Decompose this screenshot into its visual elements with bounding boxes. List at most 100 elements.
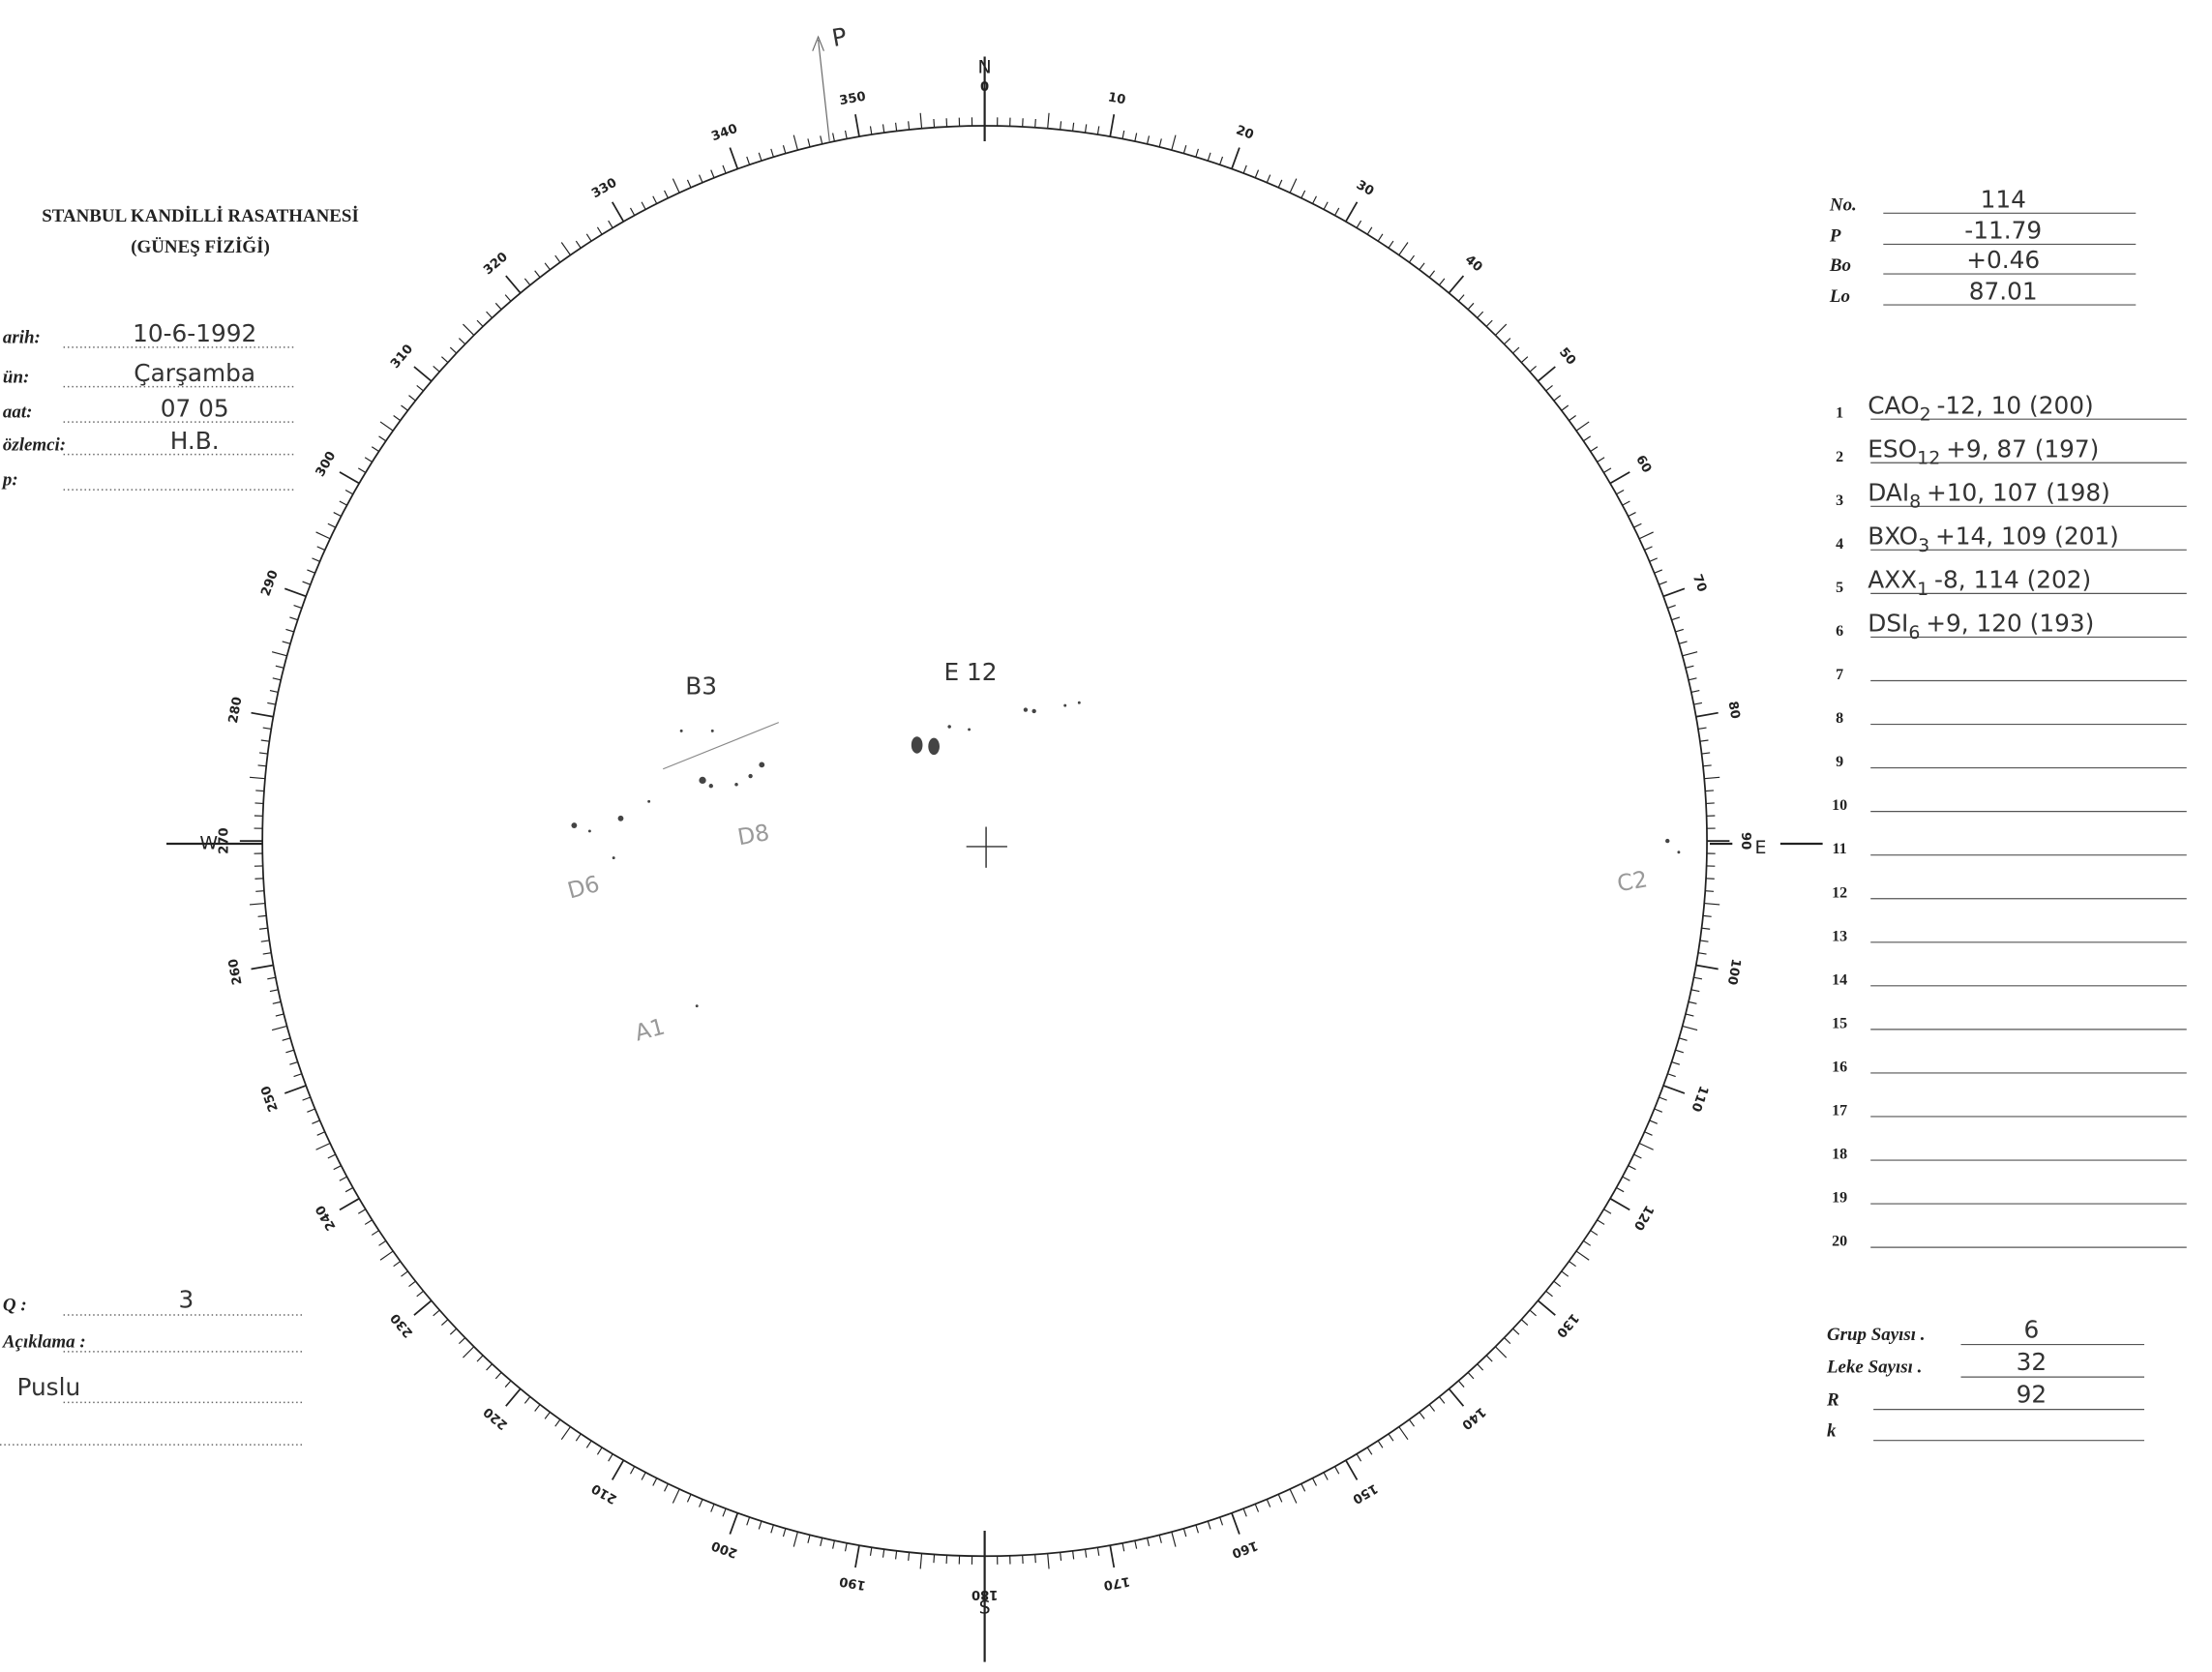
summary-value: 6 [2024, 1315, 2040, 1343]
disk-annotation: C2 [1615, 866, 1649, 897]
group-count: 8 [1909, 492, 1921, 513]
degree-tick [1569, 415, 1576, 422]
group-count: 6 [1908, 622, 1920, 643]
degree-tick [379, 1250, 394, 1261]
group-number: 19 [1832, 1190, 1847, 1207]
degree-tick [1504, 338, 1511, 345]
note-label: Açıklama : [2, 1331, 86, 1352]
degree-tick [258, 752, 268, 755]
degree-tick [672, 178, 680, 194]
degree-tick [1311, 1478, 1317, 1486]
degree-tick [1448, 275, 1465, 294]
degree-tick [1685, 1013, 1694, 1017]
degree-label: 350 [838, 90, 867, 109]
degree-tick [1254, 1504, 1260, 1512]
degree-tick [699, 1499, 703, 1508]
parameter-label: Lo [1829, 286, 1850, 307]
degree-tick [1667, 1073, 1676, 1078]
group-class: DAI [1868, 478, 1909, 506]
degree-tick [260, 739, 270, 742]
parameter-label: No. [1829, 194, 1857, 215]
note-label: Q : [3, 1296, 27, 1316]
degree-tick [1699, 940, 1709, 942]
degree-tick [1597, 1219, 1605, 1225]
degree-label: 80 [1725, 701, 1743, 721]
degree-tick [1477, 1363, 1484, 1371]
degree-tick [596, 1447, 603, 1455]
degree-tick [1266, 1499, 1271, 1508]
degree-tick [523, 1396, 531, 1404]
degree-tick [854, 114, 860, 137]
group-entry: AXX1 -8, 114 (202) [1868, 566, 2091, 600]
degree-tick [505, 1388, 522, 1407]
degree-tick [504, 1380, 512, 1388]
group-count: 1 [1917, 579, 1928, 600]
degree-tick [1590, 446, 1599, 453]
degree-tick [315, 531, 331, 540]
degree-tick [1697, 727, 1707, 731]
field-value: Çarşamba [134, 359, 255, 387]
degree-tick [339, 471, 360, 485]
degree-tick [1705, 890, 1715, 892]
degree-tick [284, 1085, 307, 1094]
group-position: +9, 120 (193) [1926, 610, 2094, 638]
group-number: 9 [1836, 754, 1843, 770]
degree-tick [1667, 605, 1676, 610]
degree-tick [1597, 457, 1605, 463]
degree-tick [1616, 490, 1625, 495]
degree-tick [344, 490, 354, 495]
degree-tick [458, 1337, 466, 1345]
degree-tick [908, 121, 911, 131]
degree-tick [1644, 546, 1653, 551]
degree-tick [608, 1453, 613, 1462]
degree-tick [1520, 1319, 1529, 1326]
field-value: H.B. [170, 427, 220, 455]
degree-tick [1171, 1531, 1177, 1547]
degree-tick [1512, 346, 1520, 354]
degree-tick [333, 1165, 342, 1171]
degree-tick [257, 764, 267, 767]
parameter-value: 87.01 [1969, 277, 2038, 305]
degree-tick [1682, 1025, 1698, 1031]
group-class: AXX [1868, 566, 1917, 594]
degree-tick [393, 1261, 402, 1268]
degree-tick [1609, 1197, 1630, 1211]
degree-tick [1699, 739, 1709, 742]
degree-tick [575, 1433, 582, 1442]
degree-tick [1289, 1488, 1298, 1504]
degree-tick [869, 1547, 873, 1556]
summary-label: Grup Sayısı . [1827, 1325, 1926, 1345]
degree-tick [476, 1355, 484, 1362]
degree-tick [544, 262, 551, 271]
degree-tick [1622, 500, 1630, 506]
degree-label: 10 [1107, 90, 1127, 107]
degree-tick [1134, 133, 1138, 142]
degree-tick [1388, 240, 1394, 249]
degree-tick [413, 366, 433, 382]
group-number: 13 [1832, 928, 1847, 944]
degree-tick [1537, 1299, 1556, 1316]
degree-tick [710, 169, 715, 178]
degree-tick [919, 1553, 923, 1569]
degree-tick [316, 1131, 325, 1136]
degree-tick [1678, 1037, 1688, 1041]
group-number: 18 [1832, 1147, 1847, 1163]
degree-tick [1084, 1548, 1088, 1558]
degree-tick [262, 727, 272, 731]
degree-tick [1207, 152, 1211, 162]
degree-tick [413, 1299, 433, 1316]
degree-tick [364, 1219, 373, 1225]
degree-tick [1109, 1544, 1116, 1568]
degree-tick [486, 1363, 493, 1371]
degree-tick [371, 446, 379, 453]
degree-tick [1096, 1547, 1100, 1556]
note-value: 3 [179, 1286, 194, 1314]
degree-tick [585, 1440, 592, 1448]
degree-tick [504, 294, 512, 302]
degree-tick [1693, 976, 1703, 980]
degree-tick [1662, 587, 1686, 598]
degree-tick [1675, 628, 1684, 633]
degree-tick [282, 1037, 291, 1041]
degree-tick [333, 512, 342, 518]
group-number: 3 [1836, 493, 1843, 509]
